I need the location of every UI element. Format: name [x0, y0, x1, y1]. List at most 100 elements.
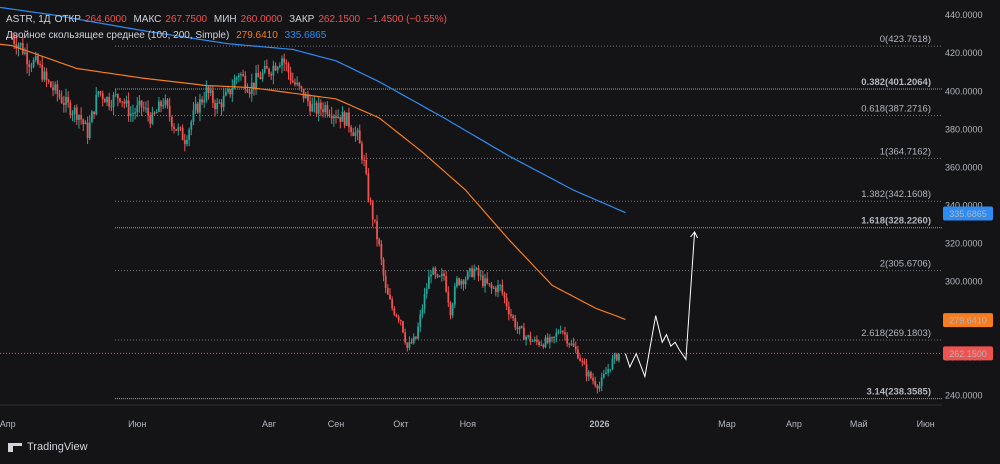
candle[interactable] [192, 110, 195, 122]
candle[interactable] [358, 130, 361, 144]
candle[interactable] [177, 127, 180, 131]
candle[interactable] [147, 108, 149, 116]
candle[interactable] [460, 280, 463, 285]
candle[interactable] [157, 101, 160, 112]
candle[interactable] [296, 82, 299, 85]
candle[interactable] [371, 202, 374, 220]
candle[interactable] [207, 86, 210, 94]
candle[interactable] [529, 335, 532, 342]
candle[interactable] [276, 67, 279, 71]
candle[interactable] [257, 72, 260, 78]
candle[interactable] [438, 276, 441, 278]
candle[interactable] [373, 219, 376, 222]
candle[interactable] [86, 122, 89, 139]
candle[interactable] [559, 331, 562, 333]
candle[interactable] [326, 105, 329, 115]
candle[interactable] [523, 327, 525, 340]
candle[interactable] [304, 94, 307, 99]
candle[interactable] [395, 314, 398, 317]
candle[interactable] [501, 284, 504, 293]
candle[interactable] [453, 286, 456, 305]
candle[interactable] [211, 90, 214, 103]
candle[interactable] [417, 326, 419, 339]
candle[interactable] [419, 314, 422, 327]
candle[interactable] [611, 358, 614, 370]
candle[interactable] [369, 200, 372, 203]
candle[interactable] [311, 104, 314, 112]
candle[interactable] [24, 52, 26, 54]
candle[interactable] [581, 360, 584, 362]
candle[interactable] [533, 339, 536, 341]
candle[interactable] [473, 269, 476, 277]
candle[interactable] [268, 68, 270, 74]
candle[interactable] [546, 337, 549, 343]
candle[interactable] [600, 377, 603, 387]
candle[interactable] [205, 86, 208, 101]
candle[interactable] [587, 372, 590, 377]
candle[interactable] [330, 115, 333, 119]
candle[interactable] [397, 316, 400, 321]
candle[interactable] [54, 84, 57, 91]
candle[interactable] [190, 121, 193, 130]
candle[interactable] [244, 75, 247, 90]
candle[interactable] [378, 239, 381, 245]
candle[interactable] [577, 349, 579, 359]
candle[interactable] [91, 111, 93, 123]
candle[interactable] [345, 112, 348, 126]
candle[interactable] [294, 82, 296, 85]
projection-path[interactable] [624, 231, 696, 379]
candle[interactable] [261, 72, 264, 80]
candle[interactable] [477, 267, 480, 276]
candle[interactable] [170, 116, 173, 127]
candle[interactable] [404, 332, 407, 343]
candle[interactable] [585, 364, 588, 377]
candle[interactable] [503, 292, 506, 298]
candle[interactable] [140, 100, 143, 108]
candle[interactable] [39, 63, 41, 65]
candle[interactable] [255, 72, 257, 89]
candle[interactable] [97, 91, 100, 95]
candle[interactable] [145, 108, 147, 110]
candle[interactable] [281, 58, 283, 66]
candle[interactable] [376, 221, 378, 240]
candle[interactable] [488, 283, 491, 285]
candle[interactable] [216, 102, 219, 110]
candle[interactable] [240, 74, 242, 76]
candle[interactable] [609, 369, 612, 371]
candle[interactable] [26, 52, 29, 65]
candle[interactable] [278, 65, 281, 68]
candle[interactable] [166, 99, 169, 106]
candle[interactable] [69, 102, 72, 116]
candle[interactable] [41, 64, 44, 80]
candle[interactable] [497, 285, 499, 293]
candle[interactable] [348, 112, 350, 128]
candle[interactable] [579, 358, 581, 361]
candle[interactable] [82, 119, 85, 125]
candle[interactable] [469, 268, 471, 272]
candle[interactable] [583, 360, 586, 365]
candle[interactable] [32, 60, 35, 67]
candle[interactable] [179, 127, 182, 129]
candle[interactable] [393, 308, 396, 315]
candle[interactable] [214, 102, 216, 110]
candle[interactable] [263, 66, 266, 73]
candle[interactable] [319, 102, 322, 110]
candle[interactable] [363, 159, 365, 161]
candle[interactable] [365, 159, 368, 174]
candle[interactable] [28, 64, 31, 67]
candle[interactable] [555, 332, 558, 337]
candle[interactable] [436, 274, 439, 277]
candle[interactable] [73, 107, 76, 114]
candle[interactable] [47, 80, 50, 82]
candle[interactable] [594, 380, 597, 386]
candle[interactable] [274, 65, 277, 71]
candle[interactable] [58, 93, 61, 98]
candle[interactable] [324, 105, 327, 113]
symbol-label[interactable]: ASTR, 1Д [6, 14, 51, 25]
candle[interactable] [259, 77, 262, 80]
candle[interactable] [481, 275, 484, 286]
candle[interactable] [71, 113, 74, 116]
candle[interactable] [233, 79, 236, 89]
candle[interactable] [602, 374, 605, 378]
candle[interactable] [235, 77, 238, 80]
